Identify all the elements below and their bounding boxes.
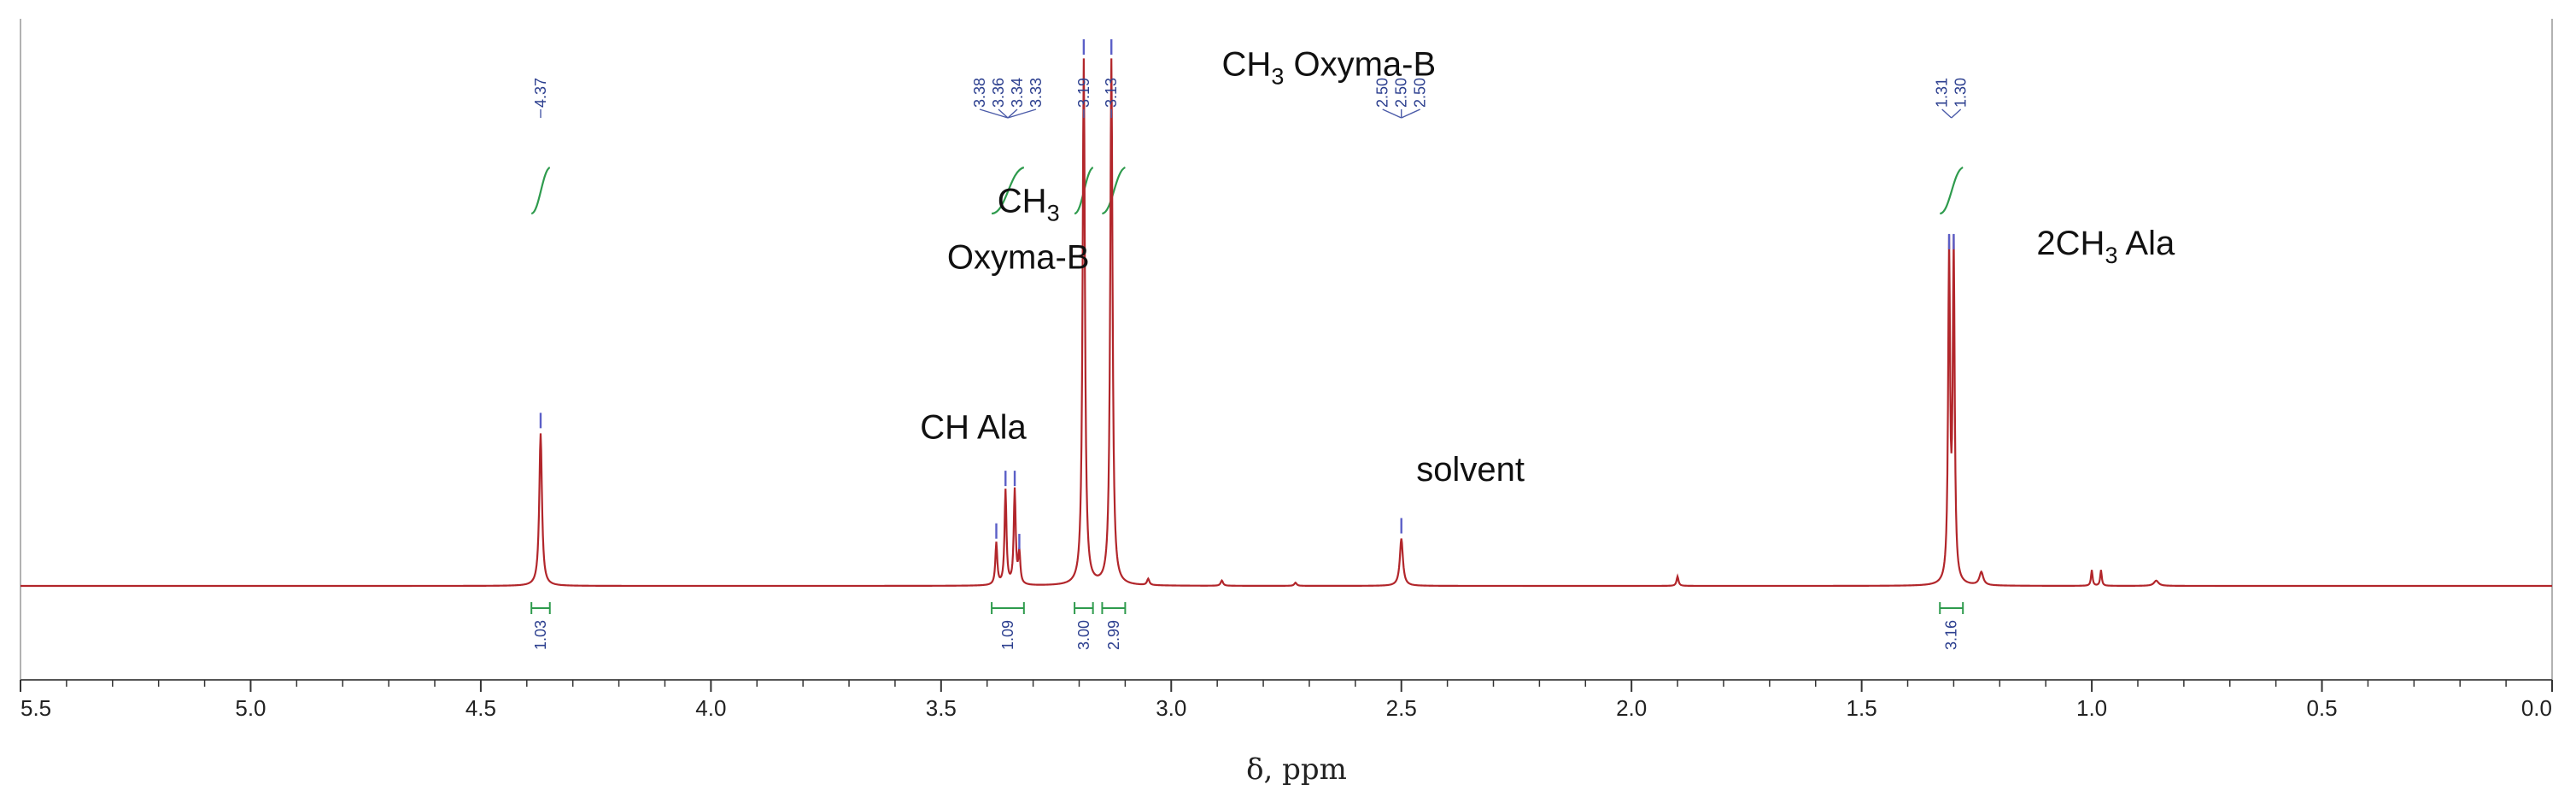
peak-label-connector: [979, 108, 1009, 119]
peak-markers: [539, 39, 1955, 550]
integral-value-label: 1.03: [532, 620, 549, 650]
integral-value-label: 3.00: [1075, 620, 1092, 650]
annotation-label: solvent: [1416, 451, 1525, 489]
integral-region: 1.09: [991, 602, 1025, 650]
annotation-label: 2CH3 Ala: [2036, 225, 2175, 268]
x-tick-label: 0.0: [2521, 695, 2552, 721]
integral-curve: [991, 166, 1025, 215]
x-tick-label: 2.5: [1386, 695, 1417, 721]
annotation-label: CH3 Oxyma-B: [1222, 45, 1437, 89]
peak-value-label: 2.50: [1393, 78, 1410, 108]
integral-curve: [530, 167, 551, 215]
x-axis: 5.5 5.0 4.5 4.0 3.5 3.0 2.5 2.0 1.5 1.0 0.5 0.0: [20, 679, 2553, 721]
annotation-rest: Oxyma-B: [1284, 45, 1436, 83]
integral-value-label: 1.09: [999, 620, 1016, 650]
x-tick-label: 5.0: [235, 695, 266, 721]
annotation-label: CH Ala: [920, 409, 1027, 447]
peak-label-connector: [1382, 108, 1402, 119]
peak-labels: 4.37 3.38 3.36 3.34 3.33 3.19 3.13 2.50 2.50 2.50…: [532, 78, 1970, 119]
integral-curve: [1939, 166, 1964, 215]
annotation-subscript: 3: [1047, 201, 1060, 226]
peak-value-label: 1.31: [1934, 78, 1951, 108]
peak-label-connector: [1401, 108, 1420, 119]
peak-label-connector: [1007, 108, 1037, 119]
peak-value-label: 3.19: [1075, 78, 1092, 108]
x-tick-label: 4.5: [465, 695, 496, 721]
peak-value-label: 2.50: [1374, 78, 1391, 108]
annotation-main: 2CH: [2036, 225, 2105, 262]
integral-region: 1.03: [530, 602, 551, 650]
peak-value-label: 4.37: [532, 78, 549, 108]
annotation-label: CH3: [998, 183, 1060, 226]
spectrum-series: [20, 58, 2552, 588]
integral-region: 3.16: [1939, 602, 1964, 650]
peak-value-label: 3.13: [1103, 78, 1120, 108]
integral-curves: [530, 166, 1964, 215]
annotation-label-line2: Oxyma-B: [947, 239, 1090, 277]
annotation-rest: Ala: [2117, 225, 2175, 262]
plot-frame: [20, 19, 2553, 680]
integral-regions: 1.03 1.09 3.00 2.99 3.16: [530, 602, 1964, 650]
peak-value-label: 3.36: [990, 78, 1007, 108]
annotation-main: CH: [998, 183, 1047, 220]
annotation-subscript: 3: [1271, 63, 1284, 89]
peak-value-label: 3.33: [1027, 78, 1045, 108]
integral-value-label: 2.99: [1105, 620, 1122, 650]
peak-value-label: 2.50: [1412, 78, 1429, 108]
peak-value-label: 3.34: [1009, 78, 1026, 108]
peak-label-connector: [1007, 108, 1018, 119]
x-tick-label: 5.5: [20, 695, 51, 721]
x-tick-label: 2.0: [1616, 695, 1647, 721]
x-axis-title: δ, ppm: [1246, 752, 1347, 787]
x-tick-label: 1.5: [1847, 695, 1877, 721]
x-tick-label: 3.0: [1156, 695, 1186, 721]
annotation-subscript: 3: [2105, 243, 2117, 268]
peak-label-connector: [998, 108, 1009, 119]
annotation-main: CH: [1222, 45, 1272, 83]
integral-value-label: 3.16: [1943, 620, 1960, 650]
x-tick-label: 1.0: [2076, 695, 2107, 721]
integral-region: 2.99: [1101, 602, 1127, 650]
x-tick-label: 0.5: [2306, 695, 2337, 721]
peak-label-connector: [1941, 108, 1952, 119]
x-tick-label: 4.0: [695, 695, 726, 721]
peak-value-label: 1.30: [1952, 78, 1970, 108]
spectrum-trace: [20, 58, 2552, 588]
x-tick-label: 3.5: [926, 695, 957, 721]
peak-value-label: 3.38: [971, 78, 988, 108]
integral-region: 3.00: [1074, 602, 1094, 650]
integral-curve: [1101, 166, 1127, 215]
peak-label-connector: [1951, 108, 1962, 119]
